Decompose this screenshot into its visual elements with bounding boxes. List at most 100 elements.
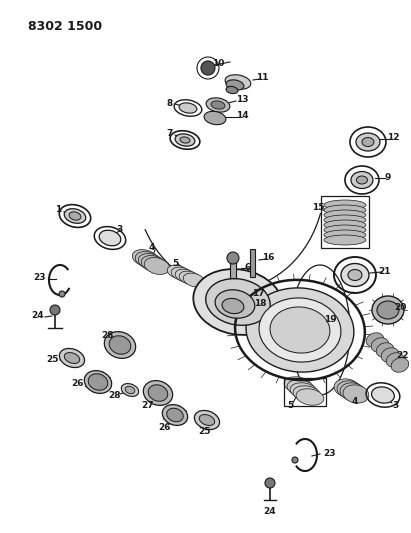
Text: 3: 3 bbox=[393, 400, 399, 409]
Bar bbox=[321, 196, 369, 248]
Ellipse shape bbox=[211, 101, 225, 109]
Ellipse shape bbox=[351, 172, 373, 189]
Ellipse shape bbox=[109, 336, 131, 354]
Circle shape bbox=[50, 305, 60, 315]
Ellipse shape bbox=[69, 212, 81, 220]
Text: 9: 9 bbox=[385, 173, 391, 182]
Ellipse shape bbox=[391, 358, 409, 372]
Ellipse shape bbox=[215, 290, 255, 318]
Ellipse shape bbox=[206, 279, 270, 325]
Ellipse shape bbox=[167, 265, 189, 279]
Ellipse shape bbox=[138, 254, 164, 270]
Text: 23: 23 bbox=[324, 448, 336, 457]
Text: 8302 1500: 8302 1500 bbox=[28, 20, 102, 33]
Ellipse shape bbox=[290, 383, 318, 399]
Text: 14: 14 bbox=[236, 111, 248, 120]
Ellipse shape bbox=[296, 389, 324, 405]
Ellipse shape bbox=[270, 307, 330, 353]
Text: 13: 13 bbox=[236, 95, 248, 104]
Text: 18: 18 bbox=[254, 298, 266, 308]
Ellipse shape bbox=[366, 333, 384, 348]
Ellipse shape bbox=[324, 220, 366, 230]
Ellipse shape bbox=[64, 352, 80, 364]
Ellipse shape bbox=[371, 338, 389, 352]
Ellipse shape bbox=[135, 252, 161, 269]
Text: 5: 5 bbox=[287, 400, 293, 409]
Circle shape bbox=[201, 61, 215, 75]
Ellipse shape bbox=[206, 98, 230, 112]
Ellipse shape bbox=[99, 230, 121, 246]
Text: 15: 15 bbox=[312, 204, 324, 213]
Text: 28: 28 bbox=[109, 392, 121, 400]
Ellipse shape bbox=[175, 269, 197, 283]
Ellipse shape bbox=[171, 267, 193, 281]
Ellipse shape bbox=[348, 270, 362, 280]
Text: 4: 4 bbox=[149, 244, 155, 253]
Text: 19: 19 bbox=[323, 316, 336, 325]
Ellipse shape bbox=[125, 386, 135, 394]
Ellipse shape bbox=[356, 133, 380, 151]
Ellipse shape bbox=[144, 257, 170, 274]
Text: 27: 27 bbox=[142, 401, 154, 410]
Ellipse shape bbox=[324, 205, 366, 215]
Ellipse shape bbox=[377, 301, 399, 319]
Ellipse shape bbox=[183, 273, 205, 287]
Circle shape bbox=[265, 478, 275, 488]
Text: 25: 25 bbox=[199, 427, 211, 437]
Text: 1: 1 bbox=[55, 206, 61, 214]
Ellipse shape bbox=[372, 387, 395, 403]
Ellipse shape bbox=[141, 255, 167, 272]
Ellipse shape bbox=[324, 230, 366, 240]
Text: 23: 23 bbox=[34, 273, 46, 282]
Ellipse shape bbox=[324, 200, 366, 210]
Text: 26: 26 bbox=[159, 424, 171, 432]
Text: 5: 5 bbox=[172, 259, 178, 268]
Text: 26: 26 bbox=[72, 378, 84, 387]
Text: 28: 28 bbox=[102, 332, 114, 341]
Text: 25: 25 bbox=[47, 356, 59, 365]
Ellipse shape bbox=[324, 210, 366, 220]
Ellipse shape bbox=[376, 343, 394, 357]
Ellipse shape bbox=[246, 288, 354, 372]
Ellipse shape bbox=[143, 381, 173, 406]
Ellipse shape bbox=[193, 269, 283, 335]
Ellipse shape bbox=[386, 353, 404, 367]
Text: 17: 17 bbox=[252, 288, 264, 297]
Ellipse shape bbox=[343, 385, 369, 403]
Circle shape bbox=[59, 291, 65, 297]
Text: 8: 8 bbox=[167, 99, 173, 108]
Ellipse shape bbox=[222, 298, 244, 313]
Ellipse shape bbox=[148, 385, 168, 401]
Text: 22: 22 bbox=[397, 351, 409, 359]
Ellipse shape bbox=[199, 415, 215, 425]
Ellipse shape bbox=[372, 296, 404, 324]
Text: 7: 7 bbox=[167, 128, 173, 138]
Ellipse shape bbox=[121, 384, 139, 397]
Ellipse shape bbox=[259, 298, 341, 362]
Ellipse shape bbox=[84, 370, 112, 393]
Text: 3: 3 bbox=[117, 225, 123, 235]
Ellipse shape bbox=[324, 225, 366, 235]
Text: 20: 20 bbox=[394, 303, 406, 311]
Text: 11: 11 bbox=[256, 74, 268, 83]
Bar bbox=[250, 249, 256, 277]
Ellipse shape bbox=[167, 408, 183, 422]
Ellipse shape bbox=[194, 410, 219, 430]
Ellipse shape bbox=[381, 348, 399, 362]
Ellipse shape bbox=[287, 379, 315, 396]
Text: 4: 4 bbox=[352, 398, 358, 407]
Ellipse shape bbox=[64, 208, 86, 223]
Ellipse shape bbox=[179, 271, 201, 285]
Text: 12: 12 bbox=[387, 133, 399, 142]
Ellipse shape bbox=[337, 381, 363, 399]
Ellipse shape bbox=[226, 86, 238, 94]
Ellipse shape bbox=[60, 349, 85, 368]
Text: 10: 10 bbox=[212, 59, 224, 68]
Ellipse shape bbox=[175, 134, 195, 146]
Ellipse shape bbox=[162, 405, 188, 425]
Circle shape bbox=[227, 252, 239, 264]
Circle shape bbox=[292, 457, 298, 463]
Ellipse shape bbox=[179, 103, 197, 113]
Ellipse shape bbox=[362, 138, 374, 147]
Text: 6: 6 bbox=[245, 262, 251, 271]
